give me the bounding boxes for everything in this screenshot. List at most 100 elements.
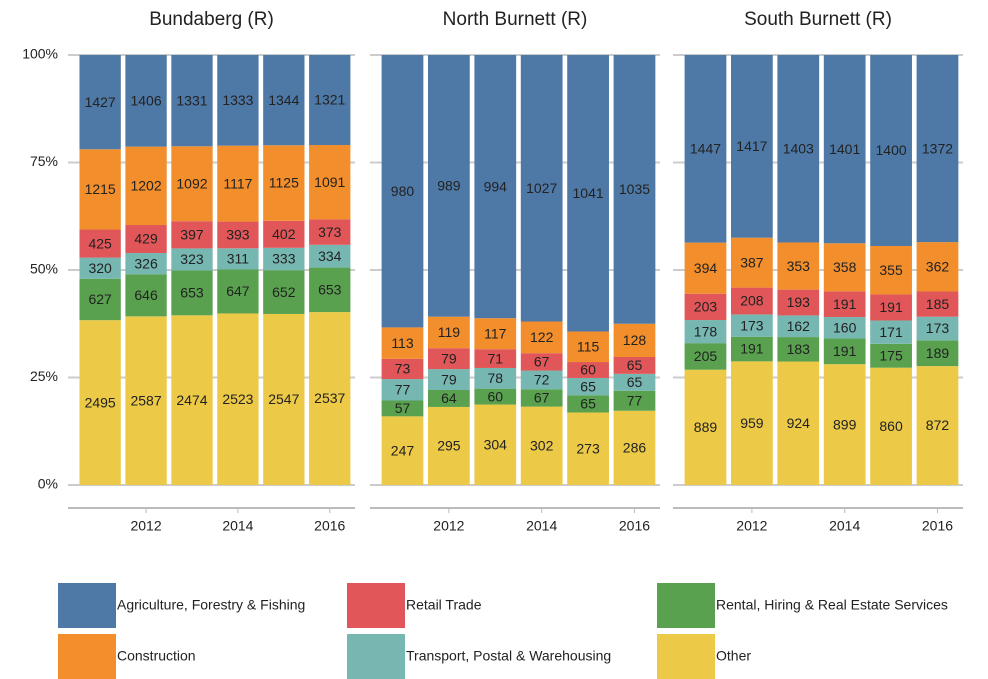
data-label: 429	[134, 231, 158, 247]
bar-segment	[520, 55, 563, 322]
bar-segment	[171, 221, 213, 249]
x-tick-label: 2016	[922, 518, 953, 534]
data-label: 79	[441, 350, 457, 366]
bar-segment	[428, 390, 470, 407]
bar-segment	[567, 412, 609, 485]
bar-segment	[684, 55, 727, 243]
bar-segment	[474, 349, 517, 368]
panel-title: South Burnett (R)	[744, 9, 892, 30]
bar-segment	[79, 149, 121, 230]
bar-segment	[217, 145, 259, 222]
bar-segment	[474, 388, 517, 405]
data-label: 304	[484, 436, 508, 452]
data-label: 189	[926, 345, 950, 361]
data-label: 402	[272, 226, 296, 242]
bar-segment	[381, 379, 424, 401]
data-label: 924	[787, 415, 811, 431]
bar-segment	[823, 55, 866, 244]
data-label: 334	[318, 248, 342, 264]
data-label: 1117	[223, 175, 252, 191]
bar-segment	[916, 340, 959, 367]
data-label: 872	[926, 417, 950, 433]
data-label: 1092	[176, 175, 207, 191]
bar-segment	[567, 331, 609, 363]
data-label: 65	[580, 378, 596, 394]
data-label: 67	[534, 354, 550, 370]
data-label: 78	[487, 370, 503, 386]
x-tick-label: 2012	[736, 518, 767, 534]
bar-segment	[684, 320, 727, 344]
bar-segment	[731, 287, 773, 315]
data-label: 65	[580, 396, 596, 412]
bar-segment	[217, 313, 259, 485]
data-label: 173	[926, 320, 950, 336]
bar-segment	[731, 237, 773, 288]
bar-segment	[731, 361, 773, 485]
data-label: 425	[88, 235, 112, 251]
bar-segment	[870, 245, 912, 295]
bar-segment	[474, 404, 517, 485]
bar-segment	[613, 323, 656, 357]
data-label: 627	[88, 291, 112, 307]
bar-segment	[731, 55, 773, 238]
data-label: 65	[627, 357, 643, 373]
data-label: 1202	[130, 178, 161, 194]
bar-segment	[381, 55, 424, 328]
bar-segment	[263, 220, 305, 248]
data-label: 1035	[619, 181, 650, 197]
bar-segment	[684, 369, 727, 485]
bar-segment	[870, 294, 912, 321]
panel-title: North Burnett (R)	[443, 9, 588, 30]
data-label: 1372	[922, 140, 953, 156]
data-label: 1406	[130, 93, 161, 109]
data-label: 203	[694, 299, 718, 315]
legend-label: Transport, Postal & Warehousing	[406, 648, 611, 664]
bar-segment	[125, 252, 167, 275]
bar-segment	[567, 395, 609, 413]
data-label: 205	[694, 348, 718, 364]
y-tick-label: 100%	[22, 46, 58, 62]
data-label: 320	[88, 260, 112, 276]
data-label: 191	[879, 299, 903, 315]
data-label: 959	[740, 415, 764, 431]
data-label: 397	[180, 226, 204, 242]
data-label: 2523	[222, 391, 253, 407]
data-label: 185	[926, 296, 950, 312]
x-tick-label: 2012	[130, 518, 161, 534]
bar-segment	[125, 146, 167, 226]
bar-segment	[777, 289, 820, 316]
bar-segment	[125, 55, 167, 147]
bar-segment	[777, 55, 820, 243]
data-label: 1417	[736, 138, 767, 154]
bar-segment	[777, 337, 820, 362]
data-label: 113	[391, 335, 414, 351]
bar-segment	[474, 55, 517, 319]
legend-swatch	[58, 583, 116, 628]
data-label: 989	[437, 178, 461, 194]
data-label: 899	[833, 416, 857, 432]
bar-segment	[217, 55, 259, 146]
legend-swatch	[347, 583, 405, 628]
data-label: 119	[438, 324, 461, 340]
data-label: 286	[623, 440, 647, 456]
bar-segment	[823, 364, 866, 485]
bar-segment	[125, 225, 167, 253]
bar-segment	[520, 370, 563, 390]
bar-segment	[684, 343, 727, 370]
data-label: 1401	[829, 141, 860, 157]
bar-segment	[263, 145, 305, 221]
bar-segment	[613, 55, 656, 324]
data-label: 162	[787, 318, 811, 334]
bar-segment	[823, 317, 866, 339]
bar-segment	[309, 145, 351, 220]
data-label: 60	[487, 388, 503, 404]
bar-segment	[916, 316, 959, 341]
bar-segment	[823, 338, 866, 365]
bar-segment	[263, 313, 305, 485]
data-label: 323	[180, 251, 204, 267]
bar-segment	[309, 312, 351, 485]
data-label: 353	[787, 258, 811, 274]
legend-swatch	[657, 583, 715, 628]
data-label: 653	[318, 282, 342, 298]
